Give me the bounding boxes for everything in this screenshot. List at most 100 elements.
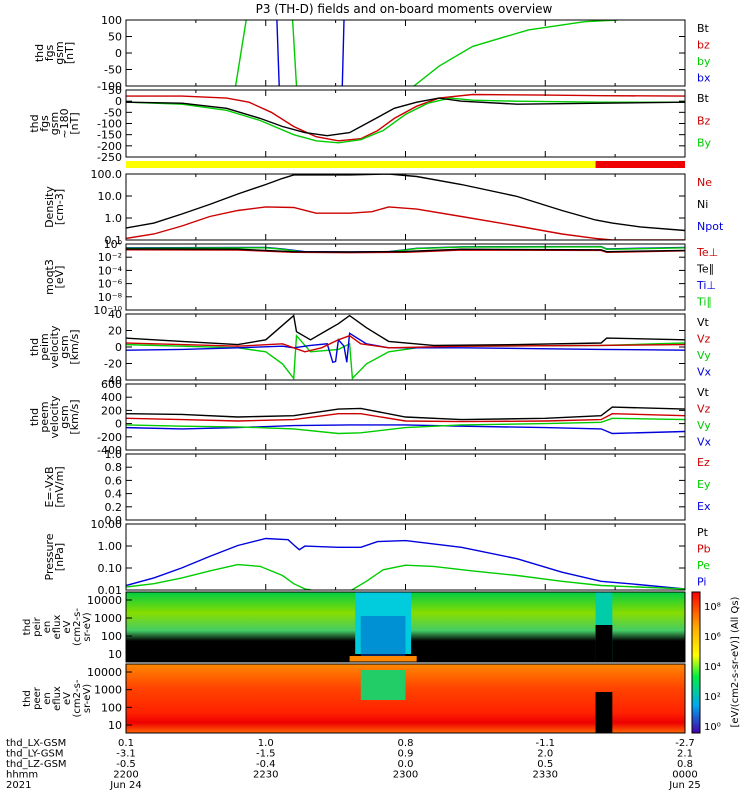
y-tick-label: 10⁻² [98,251,122,264]
y-tick-label: 0.6 [105,474,123,487]
y-tick-label: -400 [97,444,122,457]
plot-frame [125,663,686,734]
y-axis-label: thd [28,408,41,426]
y-axis-label: velocity [48,325,61,368]
x-tick-label: 2330 [533,770,558,781]
y-axis-label: ~180 [58,108,71,138]
y-tick-label: 10000 [87,666,122,679]
y-tick-label: 600 [101,378,122,391]
colorbar-tick-label: 10² [704,692,721,703]
y-tick-label: -200 [97,431,122,444]
panel-pressure: 10.00 1.00 0.10 0.01 Pressure[nPa] Pt Pb Pe Pi [43,518,711,597]
y-axis-label: eflux [52,615,63,640]
x-tick-label: Jun 24 [109,780,142,791]
x-tick-label: 0.5 [537,759,553,770]
y-axis-label: en [42,692,53,705]
y-tick-label: 10⁻⁸ [98,291,123,304]
x-row-label: thd_LZ-GSM [6,759,67,770]
x-row-label: thd_LX-GSM [6,738,66,749]
spectrogram-gap [595,625,613,662]
legend-label-Vz: Vz [697,333,711,346]
legend-label-Vt: Vt [697,386,710,399]
x-row-label: 2021 [6,780,31,791]
y-axis-label: (cm2-s- [72,608,83,646]
y-tick-label: 20 [108,325,122,338]
y-tick-label: 1.00 [98,540,123,553]
panel-density: 100.0 10.0 1.0 0.1 Density[cm-3] Ne Ni Npot [43,168,724,247]
x-tick-label: -1.1 [535,738,555,749]
plot-frame [125,173,686,241]
x-tick-label: 0.8 [398,738,414,749]
y-axis-label: [km/s] [68,399,81,434]
x-tick-label: 2200 [113,770,138,781]
y-tick-label: 0.01 [98,584,123,597]
y-tick-label: 100 [101,701,122,714]
y-axis-label: thd [22,690,33,707]
y-tick-label: 10 [108,719,122,732]
y-axis-label: peir [32,616,43,636]
legend-label-Vt: Vt [697,316,710,329]
y-tick-label: 10000 [87,594,122,607]
series-line-Vt [126,406,685,421]
y-axis-label: eV [62,620,73,633]
y-axis-label: thd [33,44,46,62]
legend-label-Pt: Pt [697,526,709,539]
y-tick-label: -20 [104,358,122,371]
quality-bar-red [595,161,685,168]
y-axis-label: [mV/m] [53,466,66,507]
y-axis-label: moqt3 [43,259,56,295]
y-tick-label: 40 [108,308,122,321]
y-axis-label: thd [22,619,33,636]
legend-label-Npot: Npot [697,220,724,233]
y-tick-label: -150 [97,129,122,142]
y-axis-label: thd [28,114,41,132]
legend-label-Te⊥: Te⊥ [696,246,718,259]
series-line-Vy [126,417,685,435]
spectrogram-peir: 10000 1000 100 10 thd peir en eflux eV (cm2-s-sr-… [22,591,686,663]
y-tick-label: 50 [108,31,122,44]
y-tick-label: -40 [104,374,122,387]
y-axis-label: gsm [48,112,61,135]
y-tick-label: 0 [115,47,122,60]
legend-label-Vx: Vx [697,366,712,379]
y-axis-label: velocity [48,395,61,438]
series-line-by [234,20,247,86]
y-tick-label: 100 [101,14,122,27]
x-tick-label: -2.7 [675,738,695,749]
y-axis-label: peim [38,333,51,361]
y-tick-label: -200 [97,140,122,153]
x-row-label: thd_LY-GSM [6,749,63,760]
legend-label-bz: bz [697,39,710,52]
series-line-bx [276,20,280,86]
series-line-Bz [126,93,685,142]
series-line-Vt [126,314,685,347]
x-tick-label: 2.0 [537,749,553,760]
spectrogram-core [360,670,406,700]
spectrogram-core [360,616,406,656]
y-tick-label: -100 [97,80,122,93]
panels: 100500-50-100thdfgsgsm[nT]Btbzbybx500-50… [22,14,741,734]
legend-label-Ti⊥: Ti⊥ [696,279,716,292]
series-line-Te∥ [126,248,685,253]
y-tick-label: -100 [97,118,122,131]
legend-label-Vx: Vx [697,436,712,449]
y-tick-label: 1.0 [105,448,123,461]
y-axis-label: [km/s] [68,329,81,364]
y-tick-label: 1000 [94,612,122,625]
x-tick-label: -3.1 [116,749,136,760]
legend-label-Pe: Pe [697,559,710,572]
y-axis-label: eflux [52,686,63,711]
legend-label-Ey: Ey [697,478,711,491]
y-tick-label: 10⁻⁴ [98,264,123,277]
figure-title: P3 (TH-D) fields and on-board moments ov… [256,2,553,16]
y-tick-label: 0.1 [105,234,123,247]
y-axis-label: thd [28,338,41,356]
series-line-By [126,97,685,144]
y-tick-label: 10⁻⁶ [98,278,123,291]
x-tick-label: 1.0 [258,738,274,749]
x-tick-label: 0.1 [118,738,134,749]
x-row-label: hhmm [6,770,38,781]
